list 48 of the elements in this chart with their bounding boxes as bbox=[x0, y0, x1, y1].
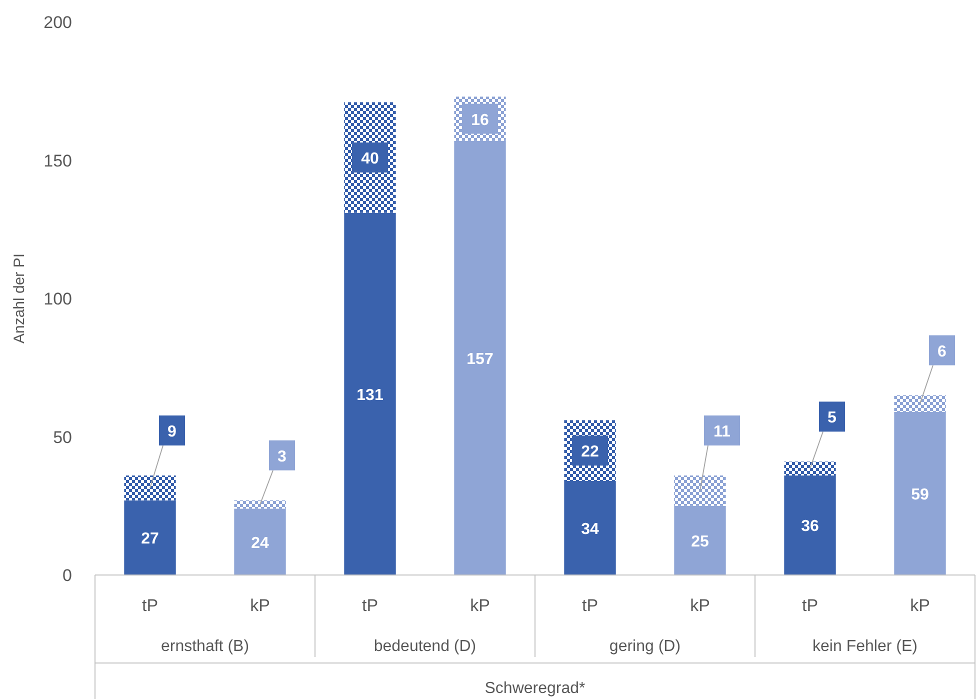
x-tick-label: tP bbox=[582, 596, 598, 615]
bar bbox=[894, 395, 946, 412]
y-tick-label: 50 bbox=[53, 428, 72, 447]
data-label: 5 bbox=[828, 410, 837, 427]
x-axis-title: Schweregrad* bbox=[484, 680, 586, 697]
bar bbox=[674, 506, 726, 575]
data-label: 25 bbox=[691, 533, 709, 550]
bar bbox=[234, 500, 286, 509]
y-tick-label: 0 bbox=[62, 566, 72, 585]
x-tick-label: kP bbox=[470, 596, 490, 615]
data-label: 3 bbox=[278, 448, 287, 466]
text: bedeutend (D) bbox=[374, 638, 476, 655]
bar bbox=[124, 500, 176, 575]
x-tick-label: kP bbox=[910, 596, 930, 615]
data-label: 36 bbox=[801, 518, 819, 536]
data-label: 22 bbox=[581, 444, 599, 461]
x-tick-label: tP bbox=[802, 596, 818, 615]
bar bbox=[784, 475, 836, 575]
data-label: 34 bbox=[581, 520, 599, 538]
y-tick-label: 150 bbox=[44, 151, 72, 170]
bar bbox=[784, 462, 836, 476]
data-label: 6 bbox=[938, 343, 947, 360]
text: ernsthaft (B) bbox=[160, 638, 250, 655]
data-label: 27 bbox=[141, 530, 159, 548]
x-tick-label: tP bbox=[362, 596, 378, 615]
text: gering (D) bbox=[609, 638, 681, 655]
data-label: 157 bbox=[466, 350, 494, 368]
data-label: 40 bbox=[361, 150, 379, 168]
bar bbox=[454, 140, 506, 575]
x-tick-label: kP bbox=[250, 596, 270, 615]
bar bbox=[344, 212, 396, 575]
y-tick-label: 100 bbox=[44, 290, 72, 308]
x-tick-label: kP bbox=[690, 596, 710, 615]
x-tick-label: tP bbox=[142, 596, 158, 615]
bar bbox=[674, 475, 726, 506]
data-label: 11 bbox=[714, 423, 731, 440]
bar bbox=[564, 480, 616, 575]
data-label: 24 bbox=[251, 534, 269, 552]
bar bbox=[234, 508, 286, 575]
y-tick-label: 200 bbox=[44, 13, 72, 32]
data-label: 16 bbox=[471, 112, 489, 129]
data-label: 59 bbox=[911, 486, 929, 504]
bar bbox=[124, 475, 176, 500]
bar bbox=[894, 412, 946, 575]
text: kein Fehler (E) bbox=[812, 638, 918, 655]
data-label: 9 bbox=[168, 423, 177, 440]
y-axis-title: Anzahl der PI bbox=[11, 253, 28, 344]
data-label: 131 bbox=[356, 386, 384, 404]
